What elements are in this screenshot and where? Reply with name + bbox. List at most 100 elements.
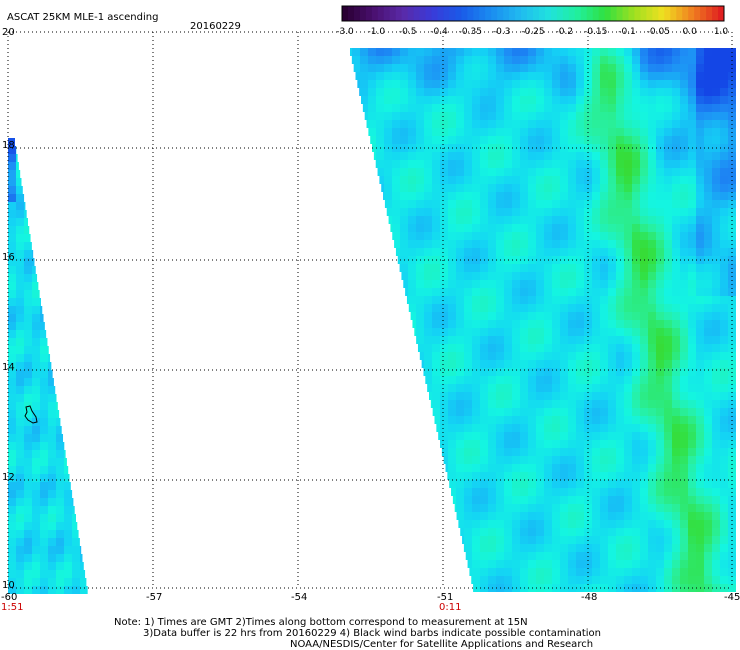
- swath-cell: [696, 464, 704, 472]
- swath-cell: [512, 56, 520, 64]
- swath-cell: [704, 72, 712, 80]
- swath-cell: [624, 152, 632, 160]
- swath-cell: [480, 384, 488, 392]
- swath-cell: [632, 208, 640, 216]
- swath-cell: [464, 520, 472, 528]
- swath-cell: [8, 338, 16, 346]
- swath-cell: [624, 280, 632, 288]
- swath-cell: [504, 192, 512, 200]
- swath-cell: [464, 416, 472, 424]
- swath-cell: [504, 136, 512, 144]
- swath-cell: [512, 168, 520, 176]
- swath-cell: [664, 384, 672, 392]
- swath-cell: [600, 544, 608, 552]
- swath-cell: [720, 240, 728, 248]
- swath-cell: [496, 336, 504, 344]
- swath-cell: [416, 288, 424, 296]
- swath-cell: [608, 448, 616, 456]
- swath-cell: [16, 210, 24, 218]
- swath-cell: [688, 128, 696, 136]
- swath-cell: [496, 128, 504, 136]
- swath-cell: [712, 472, 720, 480]
- colorbar-segment: [461, 6, 468, 21]
- swath-cell: [720, 328, 728, 336]
- swath-cell: [381, 184, 384, 192]
- swath-cell: [480, 192, 488, 200]
- swath-cell: [359, 88, 360, 96]
- swath-cell: [640, 104, 648, 112]
- swath-cell: [720, 400, 728, 408]
- swath-cell: [656, 488, 664, 496]
- swath-cell: [704, 432, 712, 440]
- swath-cell: [720, 312, 728, 320]
- swath-cell: [640, 352, 648, 360]
- swath-cell: [704, 400, 712, 408]
- swath-cell: [608, 496, 616, 504]
- swath-cell: [16, 298, 24, 306]
- swath-cell: [488, 304, 496, 312]
- swath-cell: [64, 498, 72, 506]
- swath-cell: [648, 464, 656, 472]
- swath-cell: [680, 320, 688, 328]
- swath-cell: [528, 528, 536, 536]
- swath-cell: [424, 136, 432, 144]
- swath-cell: [8, 506, 16, 514]
- swath-cell: [664, 272, 672, 280]
- swath-cell: [696, 328, 704, 336]
- swath-cell: [592, 88, 600, 96]
- swath-cell: [456, 480, 464, 488]
- swath-cell: [456, 408, 464, 416]
- swath-cell: [392, 104, 400, 112]
- swath-cell: [624, 440, 632, 448]
- swath-cell: [680, 344, 688, 352]
- swath-cell: [392, 232, 400, 240]
- swath-cell: [40, 322, 45, 330]
- swath-cell: [696, 352, 704, 360]
- swath-cell: [488, 48, 496, 56]
- swath-cell: [392, 168, 400, 176]
- swath-cell: [48, 386, 56, 394]
- swath-cell: [528, 272, 536, 280]
- swath-cell: [688, 336, 696, 344]
- swath-cell: [624, 496, 632, 504]
- swath-cell: [512, 560, 520, 568]
- swath-cell: [464, 328, 472, 336]
- swath-cell: [688, 104, 696, 112]
- swath-cell: [648, 392, 656, 400]
- swath-cell: [640, 248, 648, 256]
- swath-cell: [424, 344, 432, 352]
- swath-cell: [640, 288, 648, 296]
- swath-cell: [456, 216, 464, 224]
- swath-cell: [600, 296, 608, 304]
- swath-cell: [648, 200, 656, 208]
- swath-cell: [8, 490, 16, 498]
- swath-cell: [680, 208, 688, 216]
- swath-cell: [504, 264, 512, 272]
- colorbar-segment: [401, 6, 409, 21]
- swath-cell: [648, 168, 656, 176]
- swath-cell: [712, 552, 720, 560]
- swath-cell: [448, 168, 456, 176]
- swath-cell: [448, 280, 456, 288]
- swath-cell: [664, 264, 672, 272]
- swath-cell: [624, 424, 632, 432]
- swath-cell: [430, 400, 432, 408]
- swath-cell: [712, 544, 720, 552]
- swath-cell: [432, 48, 440, 56]
- product-title: ASCAT 25KM MLE-1 ascending: [7, 12, 159, 23]
- colorbar-segment: [389, 6, 397, 21]
- swath-cell: [424, 64, 432, 72]
- swath-cell: [656, 48, 664, 56]
- swath-cell: [560, 160, 568, 168]
- swath-cell: [512, 104, 520, 112]
- swath-cell: [16, 466, 24, 474]
- swath-cell: [512, 200, 520, 208]
- swath-cell: [504, 544, 512, 552]
- swath-cell: [704, 248, 712, 256]
- swath-cell: [664, 104, 672, 112]
- swath-cell: [544, 216, 552, 224]
- swath-cell: [592, 328, 600, 336]
- swath-cell: [496, 248, 504, 256]
- swath-cell: [504, 352, 512, 360]
- swath-cell: [48, 418, 56, 426]
